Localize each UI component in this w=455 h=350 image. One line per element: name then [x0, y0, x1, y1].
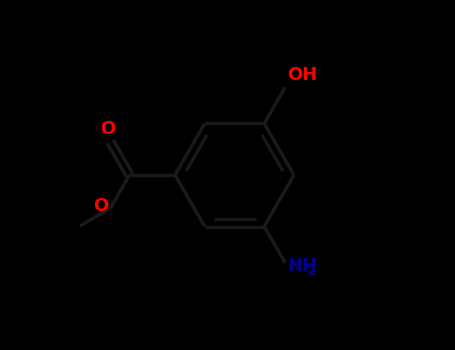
Text: NH: NH: [287, 257, 317, 275]
Text: OH: OH: [287, 66, 317, 84]
Text: O: O: [100, 120, 115, 138]
Text: 2: 2: [307, 264, 317, 278]
Text: O: O: [93, 197, 108, 215]
